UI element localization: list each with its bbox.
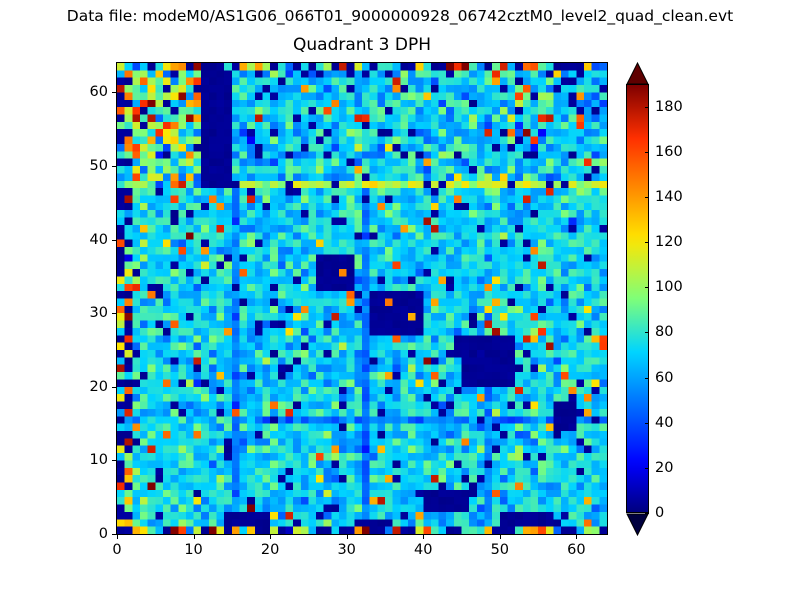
colorbar-tick-label: 100 <box>655 279 683 296</box>
colorbar-tick-mark <box>645 467 649 469</box>
data-file-suptitle: Data file: modeM0/AS1G06_066T01_90000009… <box>66 7 734 25</box>
x-tick-mark <box>270 535 272 539</box>
colorbar-tick-label: 180 <box>655 98 683 115</box>
x-tick-mark <box>576 535 578 539</box>
y-tick-label: 40 <box>89 231 108 248</box>
x-tick-mark <box>346 535 348 539</box>
colorbar-extend-min-arrow-icon <box>626 513 649 537</box>
colorbar-tick-mark <box>645 422 649 424</box>
x-tick-mark <box>117 535 118 539</box>
x-tick-label: 60 <box>567 542 586 558</box>
y-tick-mark <box>112 239 116 241</box>
y-tick-label: 20 <box>89 378 108 395</box>
x-tick-label: 0 <box>112 542 122 558</box>
page-title: Quadrant 3 DPH <box>293 35 431 55</box>
x-tick-mark <box>423 535 425 539</box>
heatmap-axes[interactable] <box>116 62 608 535</box>
x-tick-mark <box>499 535 501 539</box>
y-tick-label: 50 <box>89 158 108 175</box>
colorbar-extend-max-arrow-icon <box>626 61 649 85</box>
x-tick-mark <box>193 535 195 539</box>
colorbar-tick-mark <box>645 513 649 514</box>
colorbar-tick-label: 160 <box>655 143 683 160</box>
colorbar-tick-label: 40 <box>655 414 674 431</box>
y-tick-label: 10 <box>89 452 108 469</box>
colorbar-tick-label: 80 <box>655 324 674 341</box>
x-tick-label: 10 <box>184 542 203 558</box>
y-tick-mark <box>112 534 116 535</box>
y-tick-label: 0 <box>98 526 108 542</box>
y-tick-mark <box>112 92 116 94</box>
x-tick-label: 20 <box>260 542 280 558</box>
colorbar-tick-label: 60 <box>655 369 674 386</box>
colorbar-tick-mark <box>645 287 649 289</box>
colorbar[interactable] <box>626 61 649 537</box>
y-tick-mark <box>112 313 116 315</box>
colorbar-tick-mark <box>645 377 649 379</box>
colorbar-tick-mark <box>645 242 649 244</box>
colorbar-tick-mark <box>645 196 649 198</box>
colorbar-tick-mark <box>645 106 649 108</box>
x-tick-label: 30 <box>337 542 356 558</box>
colorbar-tick-label: 120 <box>655 234 683 251</box>
colorbar-gradient[interactable] <box>626 84 649 513</box>
x-tick-label: 50 <box>490 542 510 558</box>
y-tick-label: 30 <box>89 305 108 322</box>
heatmap-image[interactable] <box>117 63 607 534</box>
x-tick-label: 40 <box>414 542 433 558</box>
colorbar-tick-label: 140 <box>655 188 683 205</box>
colorbar-tick-label: 20 <box>655 459 674 476</box>
y-tick-mark <box>112 460 116 462</box>
colorbar-tick-mark <box>645 151 649 153</box>
colorbar-tick-label: 0 <box>655 505 665 521</box>
y-tick-mark <box>112 386 116 388</box>
colorbar-tick-mark <box>645 332 649 334</box>
y-tick-label: 60 <box>89 84 108 101</box>
y-tick-mark <box>112 166 116 168</box>
